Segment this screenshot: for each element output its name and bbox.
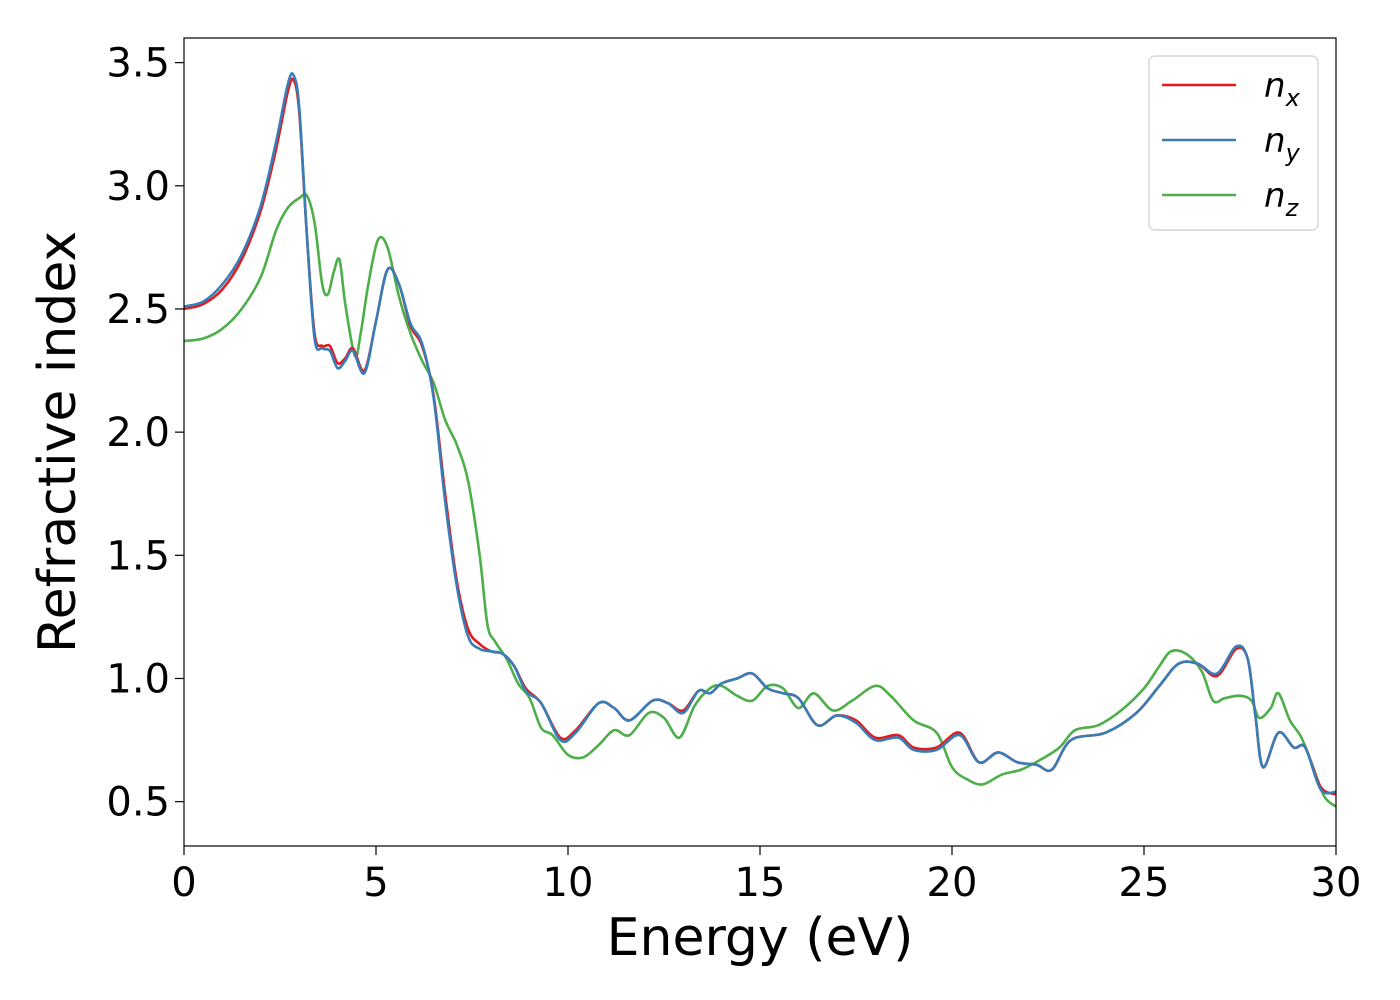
y-axis-ticks: 0.5 1.0 1.5 2.0 2.5 3.0 3.5 — [106, 41, 184, 826]
legend-label-nx: nx — [1264, 66, 1301, 112]
y-tick-label: 1.0 — [106, 656, 170, 702]
y-tick-label: 2.5 — [106, 287, 170, 333]
y-tick-label: 0.5 — [106, 780, 170, 826]
y-tick-label: 3.5 — [106, 41, 170, 87]
y-tick-label: 1.5 — [106, 533, 170, 579]
legend-box — [1148, 55, 1319, 231]
x-axis-label: Energy (eV) — [607, 908, 914, 968]
x-tick-label: 0 — [171, 860, 196, 906]
series-line-nz — [184, 192, 1336, 808]
legend-label-nz: nz — [1264, 176, 1300, 222]
x-tick-label: 15 — [735, 860, 786, 906]
x-tick-label: 20 — [927, 860, 978, 906]
y-tick-label: 3.0 — [106, 164, 170, 210]
x-axis-ticks: 0 5 10 15 20 25 30 — [171, 846, 1361, 906]
y-tick-label: 2.0 — [106, 410, 170, 456]
x-tick-label: 5 — [363, 860, 388, 906]
x-tick-label: 25 — [1119, 860, 1170, 906]
y-axis-label: Refractive index — [28, 231, 88, 653]
x-tick-label: 10 — [543, 860, 594, 906]
series-layer — [184, 72, 1336, 808]
legend-label-ny: ny — [1264, 121, 1301, 167]
series-line-ny — [184, 72, 1336, 795]
x-tick-label: 30 — [1311, 860, 1362, 906]
legend: nx ny nz — [1148, 55, 1319, 231]
